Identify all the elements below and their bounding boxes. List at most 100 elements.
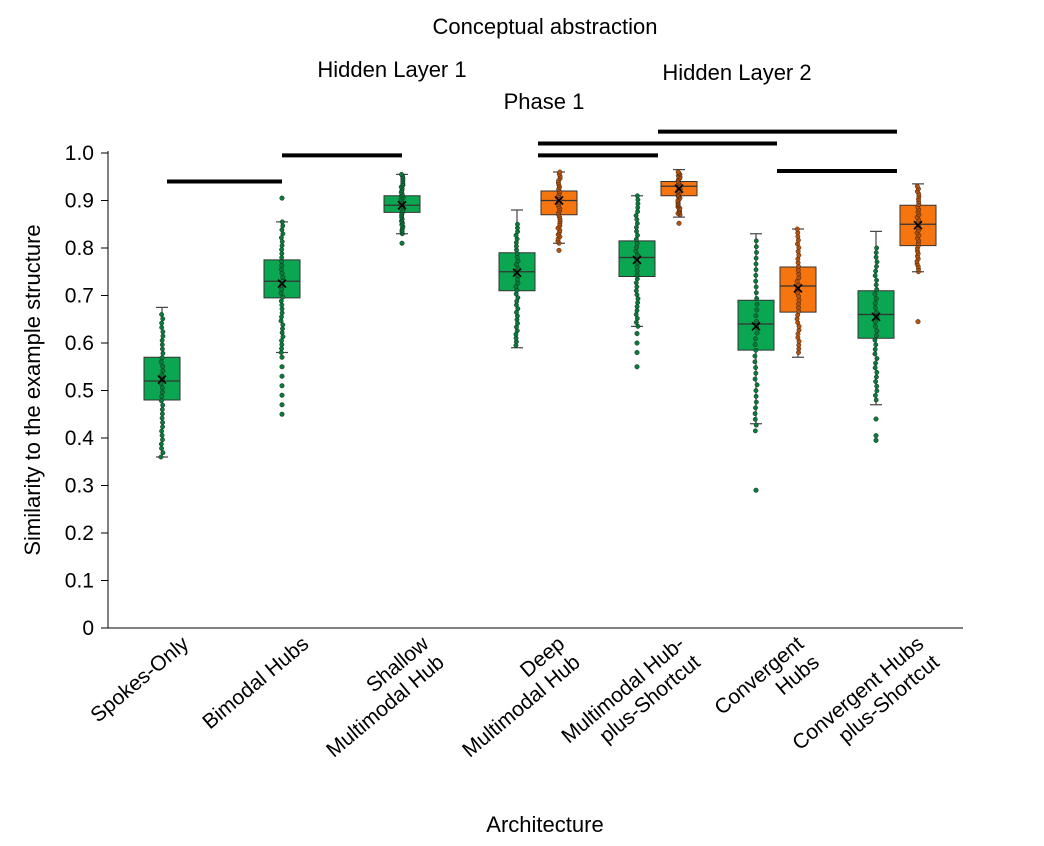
data-point <box>754 249 759 255</box>
y-tick-label: 1.0 <box>65 142 94 165</box>
data-point <box>279 263 285 268</box>
y-tick-label: 0.3 <box>65 475 94 498</box>
data-point <box>633 288 639 294</box>
data-point <box>634 228 639 234</box>
outlier-point <box>634 331 640 337</box>
data-point <box>753 405 758 411</box>
outlier-point <box>279 195 285 201</box>
data-point <box>280 231 286 237</box>
data-point <box>279 239 285 245</box>
data-point <box>159 398 164 404</box>
data-point <box>874 310 879 315</box>
data-point <box>874 369 880 375</box>
data-point <box>753 399 759 405</box>
data-point <box>753 267 759 273</box>
data-point <box>634 244 639 250</box>
data-point <box>635 323 641 329</box>
data-point <box>279 219 285 225</box>
data-point <box>633 312 639 317</box>
data-point <box>633 213 639 218</box>
data-point <box>279 243 285 249</box>
data-point <box>873 379 879 384</box>
outlier-point <box>279 402 285 408</box>
data-point <box>160 411 165 417</box>
data-point <box>872 323 878 329</box>
data-point <box>158 441 164 447</box>
data-point <box>634 240 640 246</box>
x-tick-label-line: Bimodal Hubs <box>198 632 313 734</box>
data-point <box>160 389 165 395</box>
data-point <box>874 383 880 389</box>
data-point <box>634 276 640 282</box>
outlier-point <box>873 437 879 443</box>
y-tick-label: 0.9 <box>65 190 94 213</box>
mean-marker <box>871 312 881 322</box>
data-point <box>160 420 165 425</box>
data-point <box>160 424 165 430</box>
data-point <box>752 411 758 417</box>
mean-marker <box>674 184 684 194</box>
outlier-point <box>873 433 879 439</box>
data-point <box>278 350 284 355</box>
data-point <box>279 342 285 347</box>
data-point <box>513 284 519 290</box>
data-point <box>280 334 286 340</box>
x-tick-label: DeepMultimodal Hub <box>443 632 585 762</box>
data-point <box>634 292 640 298</box>
data-point <box>753 255 759 261</box>
data-point <box>635 197 641 203</box>
outlier-point <box>279 354 285 360</box>
data-point <box>158 359 164 365</box>
data-point <box>159 394 165 399</box>
data-point <box>634 304 640 309</box>
data-point <box>872 305 878 311</box>
data-point <box>872 365 878 371</box>
outlier-point <box>676 220 682 226</box>
data-point <box>753 365 758 370</box>
data-point <box>635 209 641 214</box>
mean-marker <box>277 279 287 289</box>
data-point <box>872 291 878 297</box>
mean-marker <box>554 195 564 206</box>
outlier-point <box>279 411 285 417</box>
x-tick-label: Convergent Hubsplus-Shortcut <box>788 632 944 773</box>
data-point <box>634 284 640 290</box>
mean-marker <box>913 220 923 230</box>
data-point <box>635 300 640 306</box>
x-tick-label: Spokes-Only <box>86 632 193 727</box>
data-point <box>753 284 759 290</box>
legend-hidden-layer-2: Hidden Layer 2 <box>662 60 811 85</box>
data-point <box>633 280 639 286</box>
data-point <box>754 319 759 324</box>
data-point <box>159 407 165 412</box>
outlier-point <box>279 392 285 398</box>
data-point <box>160 333 166 339</box>
data-point <box>159 445 164 451</box>
data-point <box>752 376 758 382</box>
data-point <box>872 319 878 325</box>
data-point <box>159 428 165 434</box>
data-point <box>160 437 165 443</box>
data-point <box>874 277 879 283</box>
data-point <box>279 227 285 233</box>
data-point <box>633 320 639 325</box>
data-point <box>279 338 284 344</box>
data-point <box>159 342 165 348</box>
data-point <box>872 337 878 343</box>
data-point <box>753 238 759 244</box>
y-tick-label: 0.1 <box>65 570 94 593</box>
data-point <box>634 308 640 313</box>
data-point <box>794 226 800 232</box>
x-tick-label: Bimodal Hubs <box>198 632 313 734</box>
data-point <box>159 355 165 361</box>
data-point <box>279 330 285 336</box>
data-point <box>752 359 758 365</box>
data-point <box>874 333 879 338</box>
data-point <box>279 306 285 312</box>
data-point <box>753 244 759 250</box>
mean-marker <box>632 255 642 265</box>
data-point <box>874 259 880 265</box>
data-point <box>752 342 758 347</box>
y-tick-label: 0.6 <box>65 332 94 355</box>
data-point <box>279 346 284 351</box>
